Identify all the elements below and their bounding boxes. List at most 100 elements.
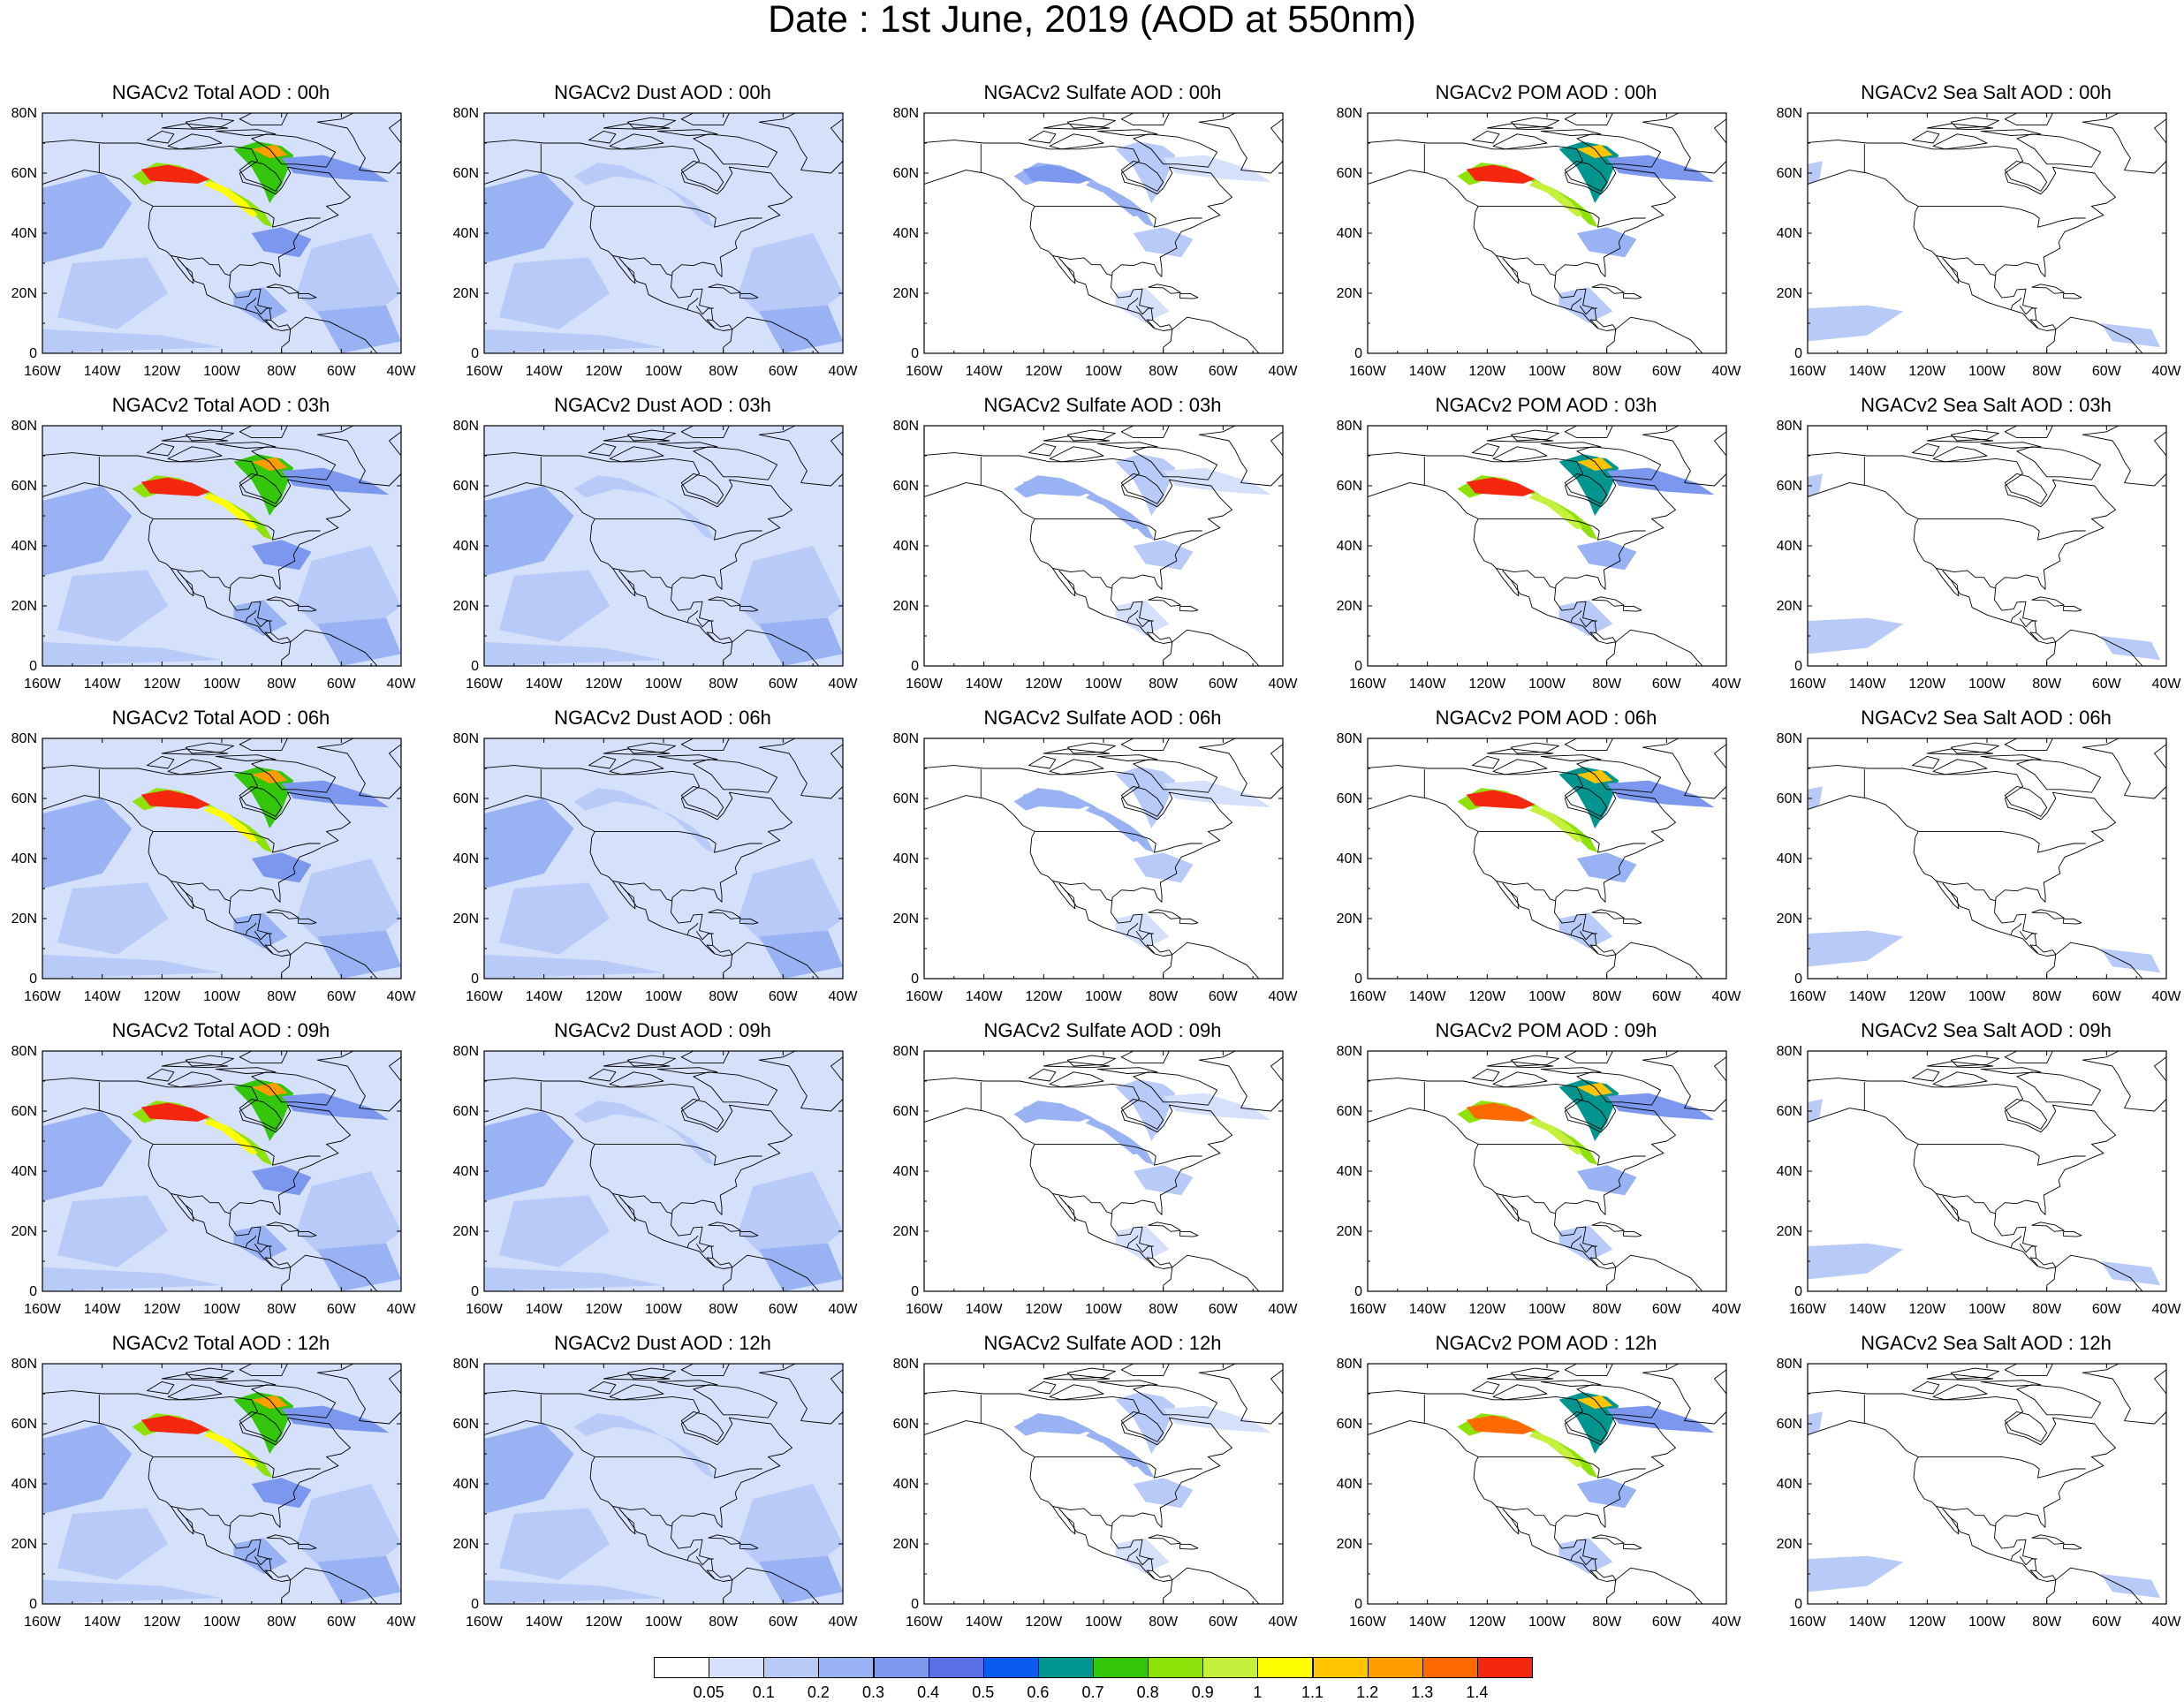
lat-tick-label: 60N <box>1337 1417 1362 1432</box>
lon-tick-label: 40W <box>1712 1615 1742 1630</box>
lat-tick-label: 40N <box>11 851 37 866</box>
aod-ocean-field <box>57 882 169 955</box>
lon-tick-label: 120W <box>585 1615 623 1630</box>
smoke-plume <box>1606 1405 1715 1433</box>
lon-tick-label: 160W <box>466 364 504 379</box>
lon-tick-label: 60W <box>327 1302 357 1317</box>
lon-tick-label: 40W <box>1712 1302 1742 1317</box>
smoke-plume <box>1163 155 1271 183</box>
lon-tick-label: 60W <box>2092 1615 2122 1630</box>
lat-tick-label: 40N <box>893 226 919 241</box>
lon-tick-label: 60W <box>327 364 357 379</box>
lon-tick-label: 140W <box>84 1302 122 1317</box>
panel-title: NGACv2 Sea Salt AOD : 12h <box>1861 1332 2112 1354</box>
map-plot: 0 20N 40N 60N 80N 160W 140W 120W 100W 80W 60W 40W <box>893 731 1299 1004</box>
lon-tick-label: 100W <box>1528 1302 1566 1317</box>
lon-tick-label: 60W <box>1209 1615 1239 1630</box>
smoke-plume <box>1022 477 1092 496</box>
lon-tick-label: 100W <box>203 677 241 692</box>
smoke-plume <box>1022 1102 1092 1122</box>
lat-tick-label: 60N <box>893 791 919 806</box>
lon-tick-label: 40W <box>1712 677 1742 692</box>
map-plot: 0 20N 40N 60N 80N 160W 140W 120W 100W 80W 60W 40W <box>11 1357 417 1630</box>
lat-tick-label: 20N <box>453 599 479 614</box>
smoke-plume <box>1576 457 1613 471</box>
lon-tick-label: 60W <box>327 1615 357 1630</box>
lon-tick-label: 120W <box>143 364 181 379</box>
lon-tick-label: 140W <box>1849 677 1887 692</box>
lat-tick-label: 80N <box>893 1044 919 1059</box>
map-panel-dust-06: NGACv2 Dust AOD : 06h 0 20N 40N 60N 80N 160W 14… <box>442 705 883 1017</box>
map-plot: 0 20N 40N 60N 80N 160W 140W 120W 100W 80W 60W 40W <box>11 731 417 1004</box>
lon-tick-label: 140W <box>966 1615 1004 1630</box>
smoke-plume <box>573 1101 715 1166</box>
lon-tick-label: 120W <box>585 677 623 692</box>
panel-title: NGACv2 Total AOD : 09h <box>111 1019 330 1041</box>
aod-ocean-field <box>484 954 664 979</box>
panel-title: NGACv2 Sea Salt AOD : 09h <box>1861 1019 2112 1041</box>
smoke-plume <box>1576 540 1637 571</box>
lon-tick-label: 120W <box>1908 1302 1946 1317</box>
map-panel-total-09: NGACv2 Total AOD : 09h 0 20N 40N 60N 80N 160W 1… <box>0 1017 442 1330</box>
lon-tick-label: 100W <box>203 1615 241 1630</box>
smoke-plume <box>140 1415 210 1434</box>
panel-title: NGACv2 Sulfate AOD : 00h <box>983 81 1222 103</box>
map-panel-sulfate-09: NGACv2 Sulfate AOD : 09h 0 20N 40N 60N 80N 160… <box>882 1017 1323 1330</box>
lat-tick-label: 20N <box>11 1224 37 1239</box>
panel-title: NGACv2 Total AOD : 03h <box>111 394 330 416</box>
lon-tick-label: 100W <box>645 1302 683 1317</box>
smoke-plume <box>233 767 294 828</box>
colorbar-label: 1.2 <box>1356 1683 1379 1701</box>
coastlines <box>484 113 843 353</box>
coastlines <box>1808 1051 2166 1291</box>
lat-tick-label: 20N <box>453 912 479 927</box>
lat-tick-label: 0 <box>1354 659 1362 674</box>
aod-ocean-field <box>317 617 401 666</box>
lat-tick-label: 80N <box>1777 1357 1802 1372</box>
lon-tick-label: 60W <box>2092 989 2122 1004</box>
lat-tick-label: 40N <box>1777 226 1802 241</box>
coastlines <box>1368 426 1726 666</box>
colorbar-swatch <box>1093 1657 1149 1678</box>
lat-tick-label: 0 <box>911 346 919 361</box>
lon-tick-label: 100W <box>1528 677 1566 692</box>
lon-tick-label: 60W <box>1209 989 1239 1004</box>
smoke-plume <box>251 540 312 571</box>
colorbar-swatch <box>1202 1657 1259 1678</box>
seasalt-field <box>1808 473 1823 498</box>
lon-tick-label: 160W <box>1349 364 1387 379</box>
lon-tick-label: 60W <box>1652 364 1682 379</box>
colorbar-label: 1.3 <box>1411 1683 1434 1701</box>
lon-tick-label: 120W <box>1468 677 1506 692</box>
lon-tick-label: 60W <box>327 989 357 1004</box>
aod-ocean-field <box>484 1111 574 1201</box>
smoke-plume <box>1576 1395 1613 1409</box>
aod-ocean-field <box>317 305 401 353</box>
colorbar-label: 0.1 <box>752 1683 775 1701</box>
seasalt-field <box>1808 1411 1823 1436</box>
coastlines <box>924 426 1283 666</box>
lon-tick-label: 100W <box>1085 364 1123 379</box>
lon-tick-label: 80W <box>267 989 297 1004</box>
lat-tick-label: 20N <box>1337 599 1362 614</box>
lon-tick-label: 80W <box>1149 1302 1179 1317</box>
lon-tick-label: 60W <box>769 1615 799 1630</box>
map-panel-seasalt-06: NGACv2 Sea Salt AOD : 06h 0 20N 40N 60N 80N 16… <box>1765 705 2184 1017</box>
colorbar-label: 0.2 <box>807 1683 830 1701</box>
lat-tick-label: 40N <box>11 1164 37 1179</box>
lon-tick-label: 120W <box>1908 1615 1946 1630</box>
smoke-plume <box>675 1079 736 1141</box>
lat-tick-label: 80N <box>11 1044 37 1059</box>
lon-tick-label: 140W <box>526 364 564 379</box>
colorbar-label: 0.9 <box>1191 1683 1214 1701</box>
lon-tick-label: 120W <box>1908 364 1946 379</box>
lon-tick-label: 80W <box>2032 989 2062 1004</box>
map-plot: 0 20N 40N 60N 80N 160W 140W 120W 100W 80W 60W 40W <box>1777 1357 2182 1630</box>
panel-title: NGACv2 Total AOD : 12h <box>111 1332 330 1354</box>
colorbar-swatch <box>1367 1657 1423 1678</box>
smoke-plume <box>140 164 210 184</box>
coastlines <box>1368 113 1726 353</box>
lon-tick-label: 100W <box>1085 989 1123 1004</box>
seasalt-field <box>2100 323 2161 348</box>
lon-tick-label: 120W <box>1468 1615 1506 1630</box>
